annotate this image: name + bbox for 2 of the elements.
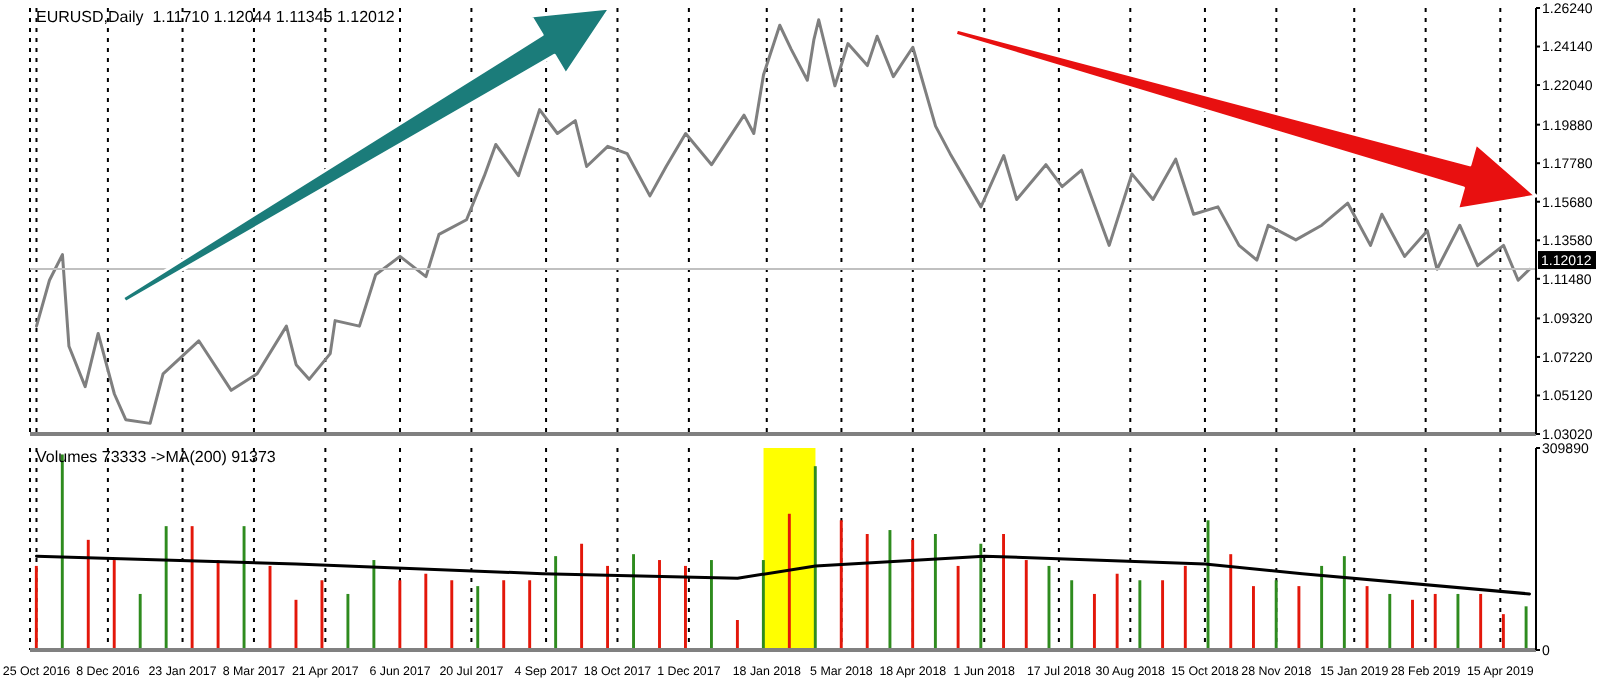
chart-title: Volumes 73333 ->MA(200) 91373 (36, 448, 276, 466)
chart-title: EURUSD,Daily 1.11710 1.12044 1.11345 1.12012 (36, 8, 395, 26)
